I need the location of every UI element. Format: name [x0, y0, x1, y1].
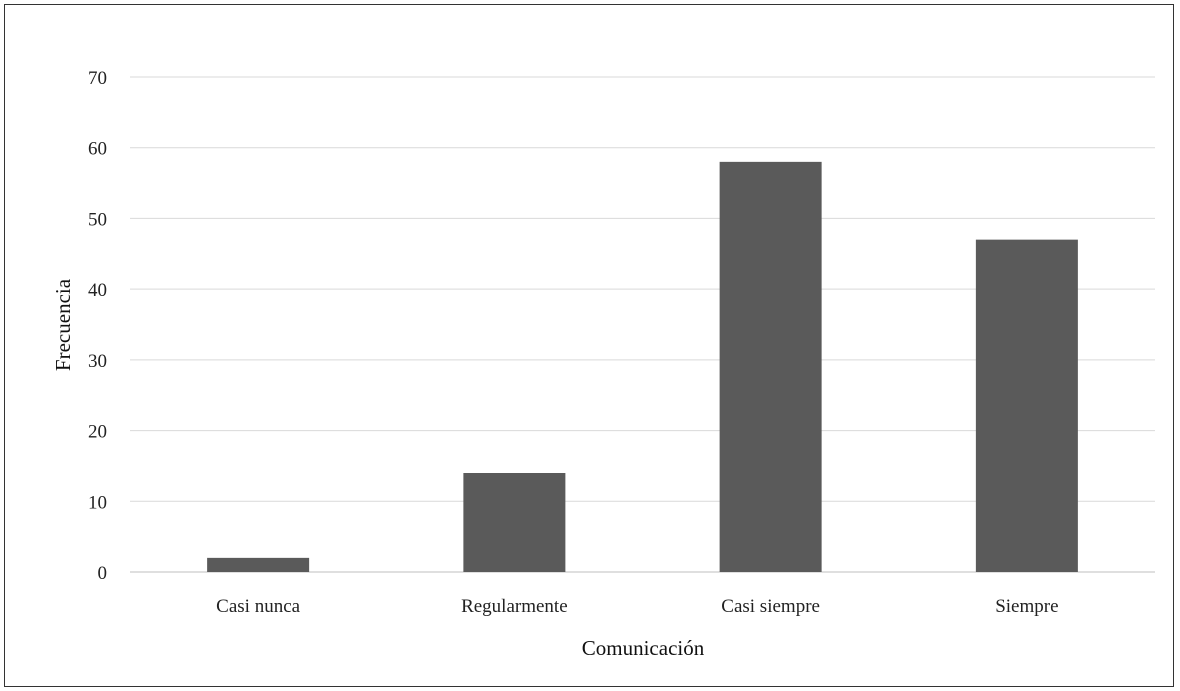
y-tick-label: 20	[88, 422, 107, 443]
bar	[719, 161, 822, 572]
y-tick-label: 30	[88, 351, 107, 372]
y-axis-title: Frecuencia	[51, 278, 75, 371]
bar	[975, 239, 1078, 572]
bars	[207, 161, 1078, 572]
x-tick-label: Casi nunca	[216, 596, 300, 617]
bar	[207, 557, 310, 572]
x-tick-label: Regularmente	[461, 596, 568, 617]
x-tick-labels: Casi nunca Regularmente Casi siempre Siempr…	[216, 596, 1058, 617]
x-tick-label: Casi siempre	[721, 596, 820, 617]
y-tick-label: 50	[88, 209, 107, 230]
x-tick-label: Siempre	[995, 596, 1058, 617]
y-tick-label: 70	[88, 68, 107, 89]
y-tick-label: 10	[88, 492, 107, 513]
y-tick-label: 40	[88, 280, 107, 301]
bar	[463, 473, 566, 572]
y-tick-label: 60	[88, 139, 107, 160]
y-tick-labels: 0 10 20 30 40 50 60 70	[88, 68, 107, 584]
y-tick-label: 0	[98, 563, 108, 584]
x-axis-title: Comunicación	[582, 636, 705, 660]
